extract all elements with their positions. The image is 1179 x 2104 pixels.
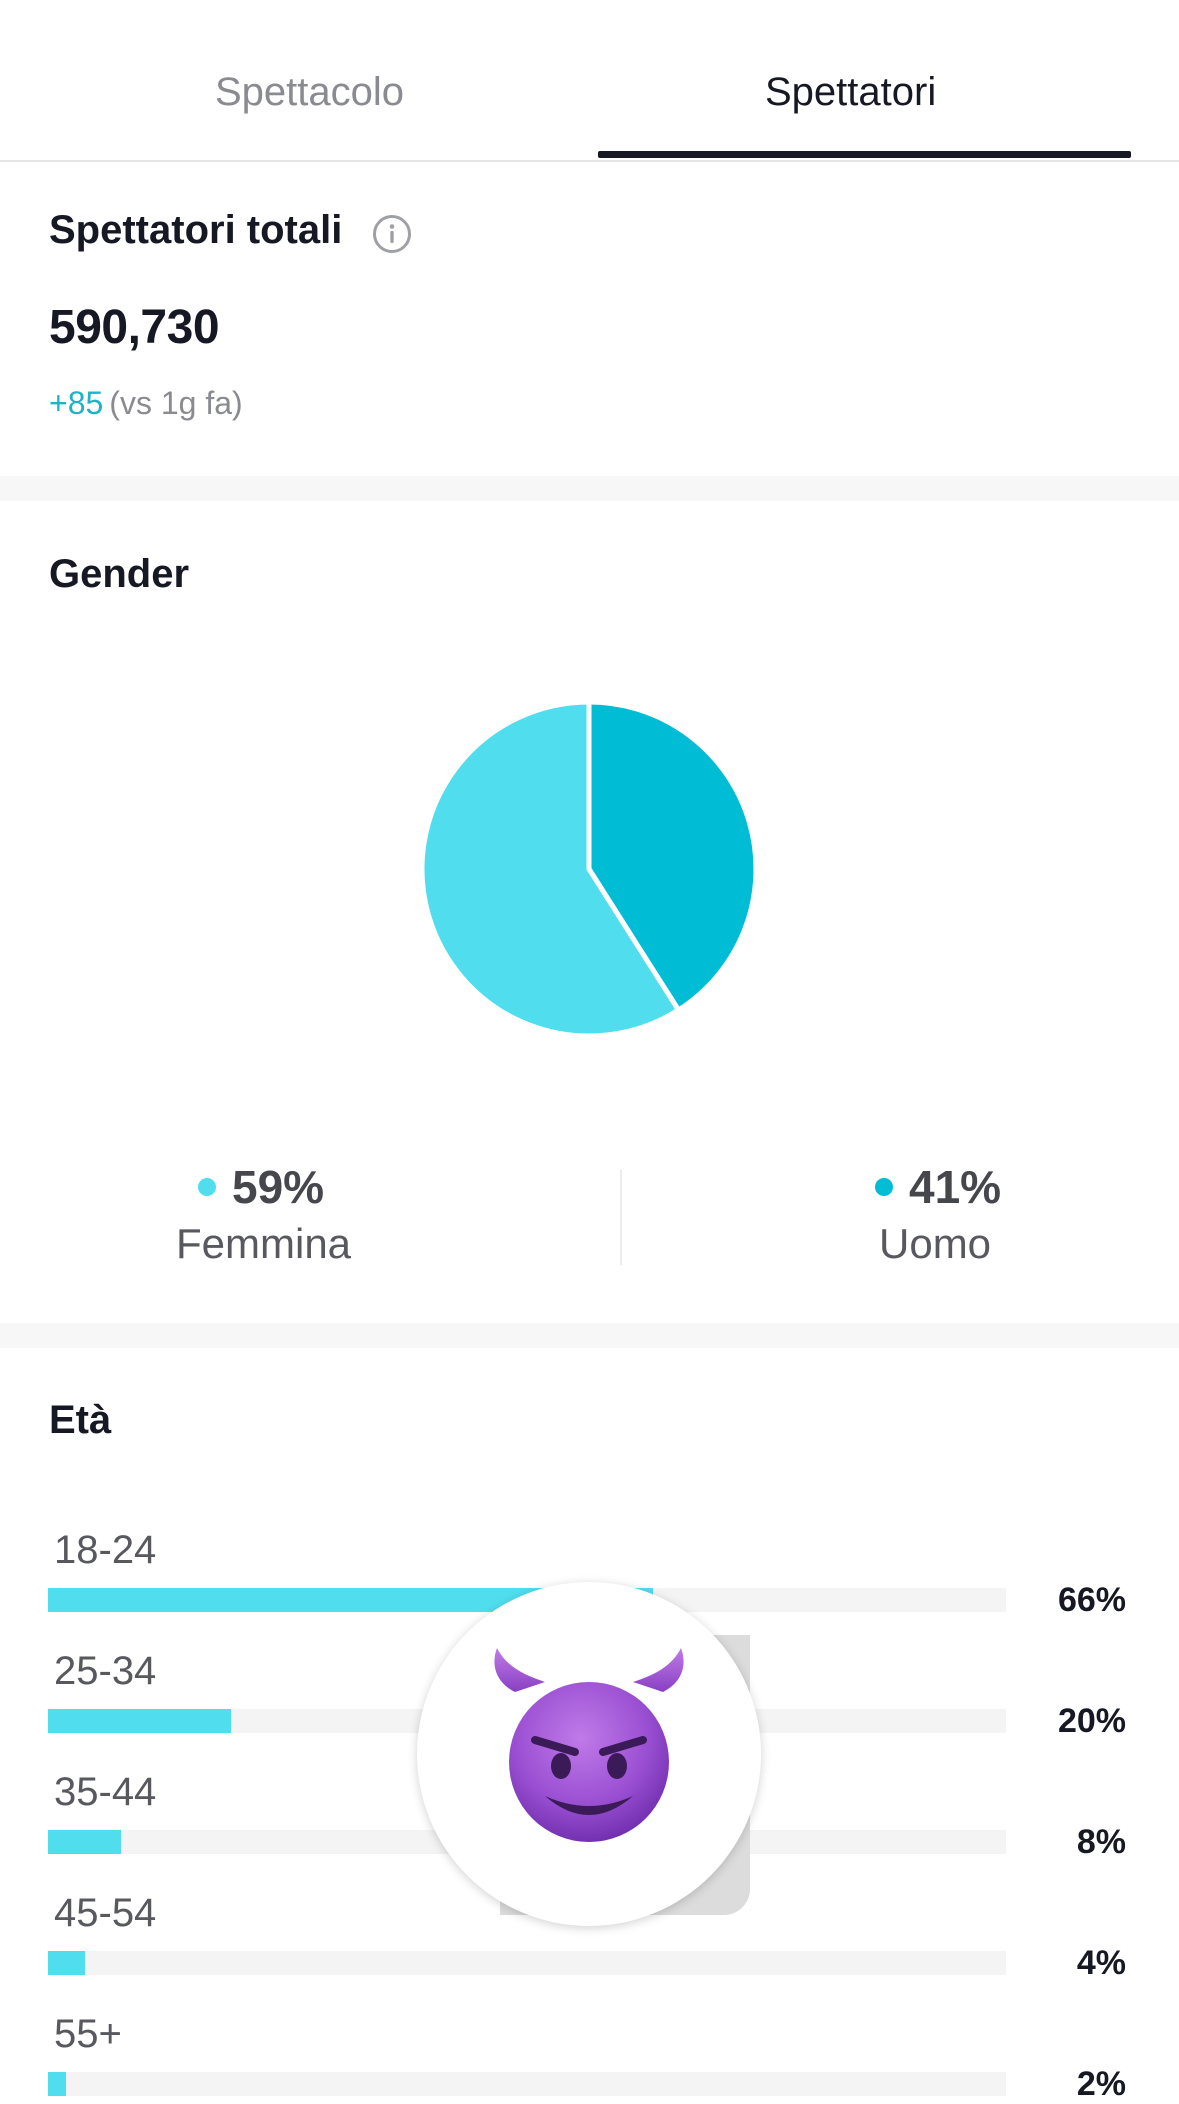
age-percent-label: 66% [1057,1581,1126,1619]
info-icon[interactable] [372,214,412,254]
age-percent-label: 8% [1076,1823,1126,1861]
total-viewers-section [0,162,1179,476]
age-range-label: 25-34 [54,1649,157,1693]
viewers-delta-value: +85 [49,385,104,421]
age-range-label: 55+ [54,2012,122,2056]
tab-spettatori[interactable]: Spettatori [765,70,937,114]
viewers-delta: +85 (vs 1g fa) [49,385,243,422]
age-bar [48,1830,122,1854]
tab-bar: Spettacolo Spettatori [0,0,1179,162]
age-percent-label: 20% [1057,1702,1126,1740]
smiling-devil-emoji-icon [494,1648,684,1842]
age-bar-track [48,2072,1006,2096]
female-label: Femmina [176,1220,352,1267]
male-percent: 41% [909,1161,1002,1213]
female-legend-dot [198,1177,216,1196]
emoji-bubble[interactable] [417,1582,761,1926]
female-percent: 59% [232,1161,325,1213]
gender-pie-chart [419,699,759,1039]
tab-spettacolo[interactable]: Spettacolo [215,70,405,114]
age-bar [48,1709,232,1733]
age-range-label: 45-54 [54,1891,157,1935]
age-bar-track [48,1951,1006,1975]
age-title: Età [49,1398,112,1442]
section-separator [0,476,1179,501]
male-legend-dot [875,1177,893,1196]
total-viewers-value: 590,730 [49,301,220,354]
viewers-delta-context: (vs 1g fa) [109,385,243,421]
age-percent-label: 4% [1076,1944,1126,1982]
gender-stat-male: 41% [875,1160,1001,1214]
age-bar [48,2072,67,2096]
gender-stat-female: 59% [198,1160,324,1214]
gender-title: Gender [49,552,190,596]
male-label: Uomo [879,1220,992,1267]
age-bar [48,1951,85,1975]
pie-slice-female [419,699,681,1039]
active-tab-indicator [598,151,1131,158]
total-viewers-title: Spettatori totali [49,208,343,252]
age-range-label: 18-24 [54,1528,157,1572]
gender-divider [620,1170,622,1265]
age-range-label: 35-44 [54,1770,157,1814]
section-separator [0,1323,1179,1348]
age-percent-label: 2% [1076,2065,1126,2103]
